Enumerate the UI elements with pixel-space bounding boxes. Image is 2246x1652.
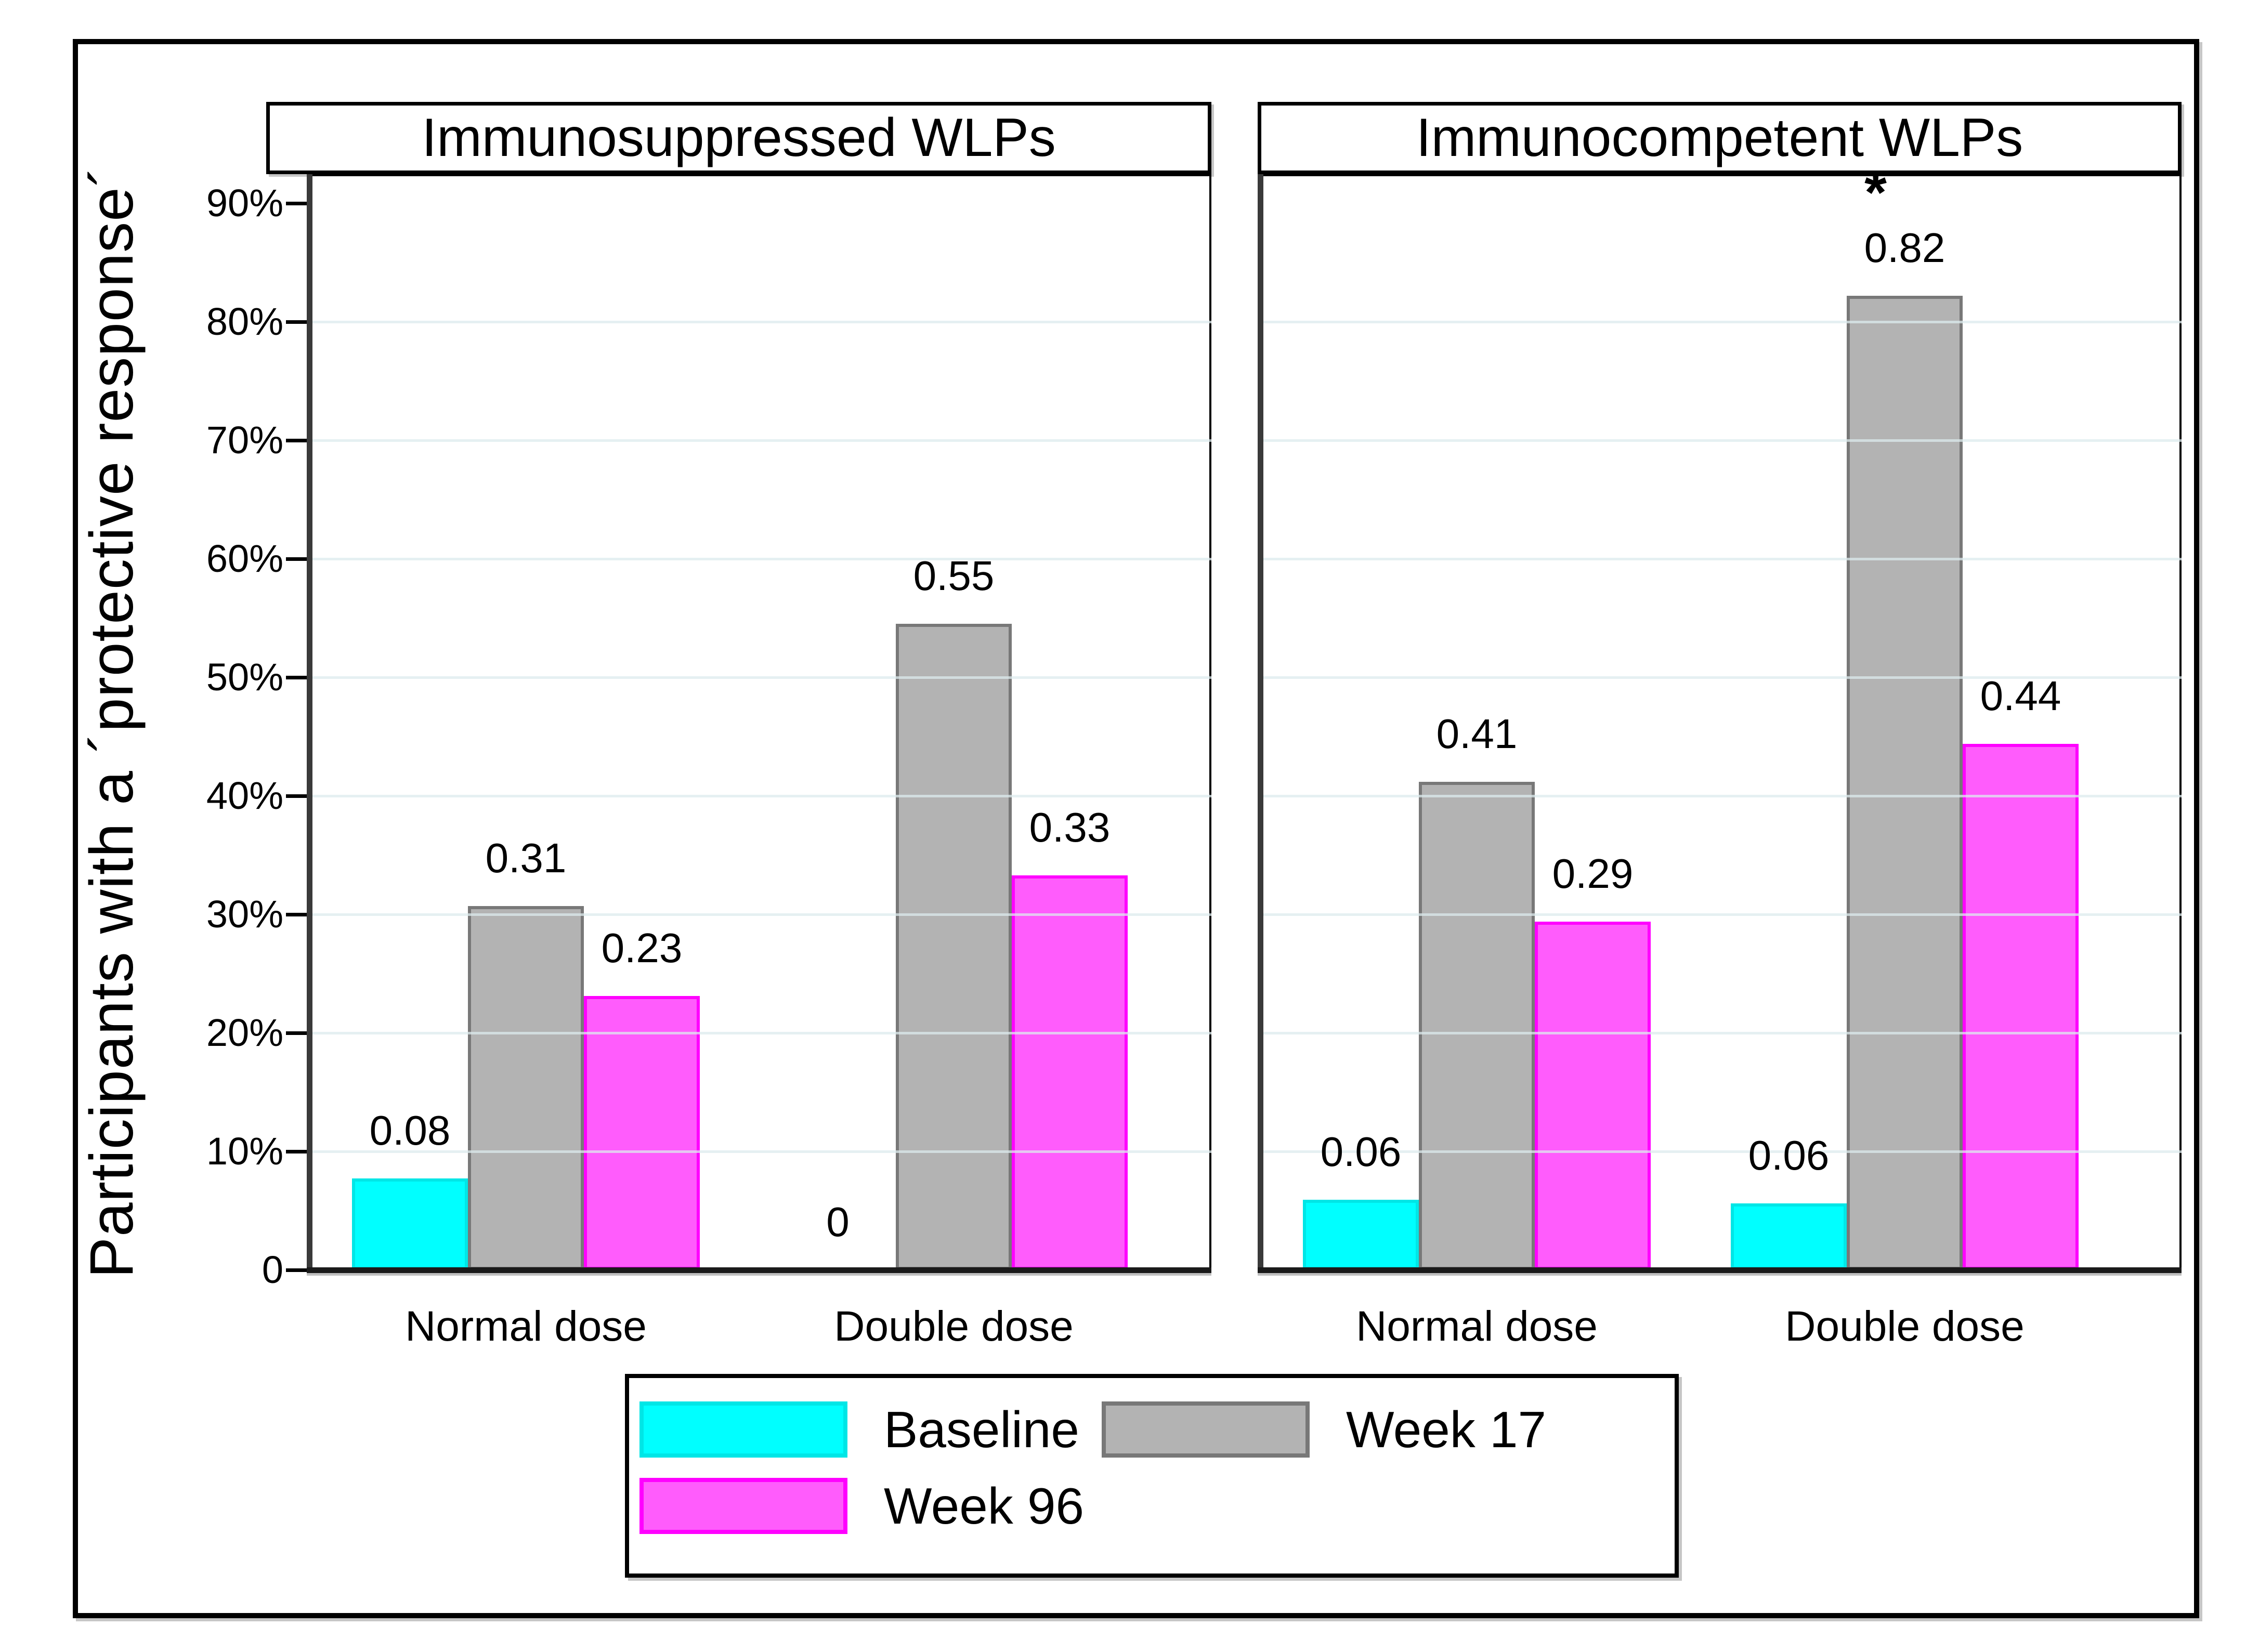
panel-title-immunocompetent: Immunocompetent WLPs xyxy=(1258,102,2182,174)
x-category-label-double-dose: Double dose xyxy=(1785,1303,2025,1350)
gridline-70 xyxy=(1258,439,2182,442)
x-axis-line xyxy=(1258,1267,2182,1273)
gridline-20 xyxy=(1258,1032,2182,1034)
gridline-60 xyxy=(1258,558,2182,560)
bar-value-label: 0.41 xyxy=(1436,710,1518,757)
bar-week17-normal-dose xyxy=(1419,781,1535,1270)
bar-week17-double-dose xyxy=(1847,295,1963,1270)
y-tick-label-10: 10% xyxy=(206,1130,283,1173)
bar-baseline-normal-dose xyxy=(1303,1200,1419,1270)
bar-value-label: 0.82 xyxy=(1864,224,1945,271)
bar-value-label: 0.23 xyxy=(601,925,683,972)
y-tick-mark-20 xyxy=(286,1031,307,1035)
y-tick-label-20: 20% xyxy=(206,1011,283,1054)
y-tick-label-70: 70% xyxy=(206,418,283,462)
y-axis-spine xyxy=(1258,174,1263,1270)
gridline-60 xyxy=(307,558,1211,560)
bar-value-label: 0.06 xyxy=(1320,1129,1402,1175)
bar-value-label: 0.55 xyxy=(913,553,995,599)
bar-week96-double-dose xyxy=(1012,875,1128,1270)
y-axis-spine xyxy=(307,174,312,1270)
gridline-30 xyxy=(307,913,1211,916)
bar-value-label: 0.06 xyxy=(1748,1132,1830,1179)
bar-baseline-normal-dose xyxy=(352,1178,468,1270)
bar-week96-normal-dose xyxy=(584,996,700,1270)
significance-asterisk: * xyxy=(1864,160,1887,225)
y-tick-label-90: 90% xyxy=(206,181,283,225)
gridline-10 xyxy=(307,1150,1211,1153)
y-tick-label-30: 30% xyxy=(206,893,283,936)
gridline-20 xyxy=(307,1032,1211,1034)
bar-value-label: 0.08 xyxy=(369,1107,451,1154)
legend-label-week17: Week 17 xyxy=(1346,1401,1546,1458)
legend-swatch-baseline xyxy=(639,1401,847,1458)
y-tick-label-50: 50% xyxy=(206,655,283,699)
y-tick-mark-40 xyxy=(286,794,307,798)
gridline-80 xyxy=(1258,321,2182,323)
x-category-label-normal-dose: Normal dose xyxy=(405,1303,647,1350)
legend-label-baseline: Baseline xyxy=(884,1401,1079,1458)
gridline-50 xyxy=(307,676,1211,679)
y-tick-label-80: 80% xyxy=(206,300,283,343)
bar-week96-normal-dose xyxy=(1535,921,1651,1270)
bar-week96-double-dose xyxy=(1963,743,2079,1270)
x-category-label-double-dose: Double dose xyxy=(834,1303,1074,1350)
gridline-80 xyxy=(307,321,1211,323)
figure-outer-border xyxy=(73,39,2199,1618)
y-tick-mark-70 xyxy=(286,439,307,442)
gridline-40 xyxy=(1258,795,2182,797)
y-tick-mark-60 xyxy=(286,557,307,561)
gridline-70 xyxy=(307,439,1211,442)
gridline-40 xyxy=(307,795,1211,797)
x-axis-line xyxy=(307,1267,1211,1273)
legend-label-week96: Week 96 xyxy=(884,1477,1084,1535)
y-tick-mark-90 xyxy=(286,202,307,205)
y-tick-label-40: 40% xyxy=(206,774,283,817)
bar-value-label: 0 xyxy=(826,1199,850,1245)
y-tick-mark-50 xyxy=(286,676,307,679)
x-category-label-normal-dose: Normal dose xyxy=(1356,1303,1598,1350)
bar-value-label: 0.33 xyxy=(1029,804,1111,850)
y-tick-mark-0 xyxy=(286,1268,307,1272)
panel-title-immunosuppressed: Immunosuppressed WLPs xyxy=(266,102,1211,174)
y-tick-mark-30 xyxy=(286,913,307,916)
bar-week17-double-dose xyxy=(896,624,1012,1270)
bar-baseline-double-dose xyxy=(1731,1203,1847,1270)
y-tick-label-0: 0 xyxy=(262,1248,283,1291)
gridline-30 xyxy=(1258,913,2182,916)
y-tick-mark-10 xyxy=(286,1150,307,1153)
bar-value-label: 0.29 xyxy=(1552,850,1634,897)
legend: Baseline Week 17 Week 96 xyxy=(625,1374,1679,1578)
legend-swatch-week17 xyxy=(1102,1401,1310,1458)
y-tick-mark-80 xyxy=(286,320,307,324)
gridline-10 xyxy=(1258,1150,2182,1153)
y-tick-label-60: 60% xyxy=(206,537,283,580)
bar-value-label: 0.31 xyxy=(485,835,567,882)
bar-value-label: 0.44 xyxy=(1980,672,2061,719)
bar-week17-normal-dose xyxy=(468,906,584,1270)
gridline-50 xyxy=(1258,676,2182,679)
legend-swatch-week96 xyxy=(639,1478,847,1534)
